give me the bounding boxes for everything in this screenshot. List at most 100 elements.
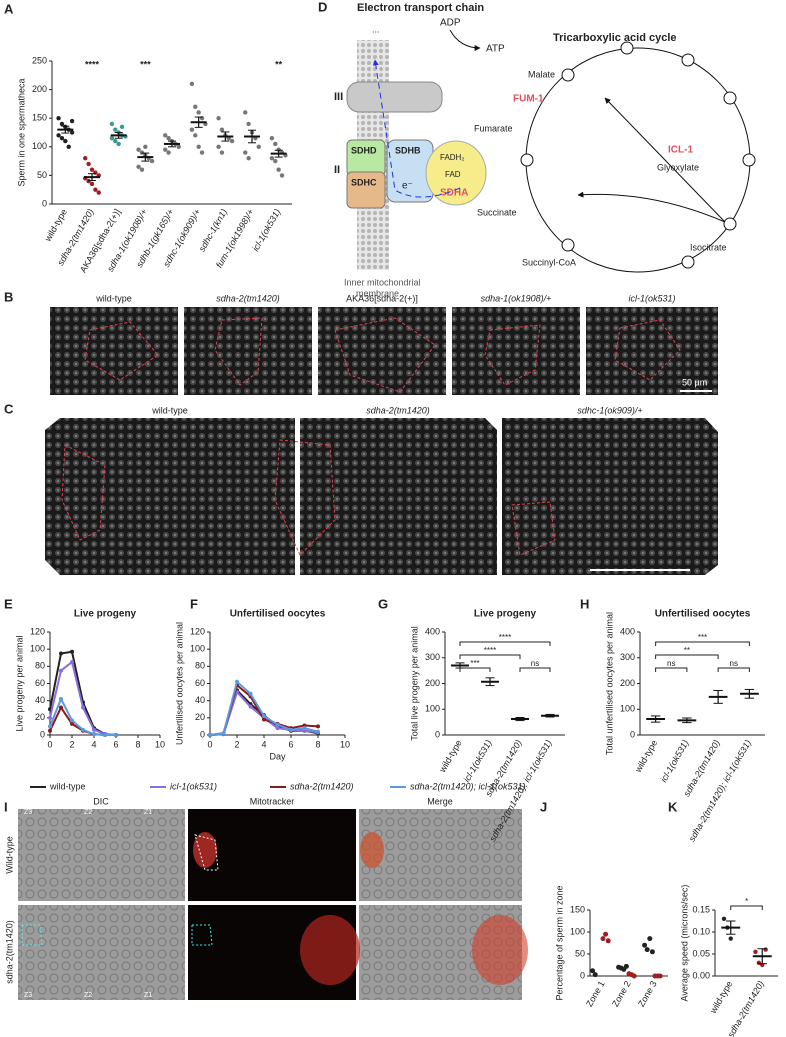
significance: **** — [85, 59, 100, 69]
point — [289, 727, 293, 732]
y-tick-label: 300 — [620, 652, 635, 662]
y-tick-label: 40 — [35, 695, 45, 705]
image-title: sdha-1(ok1908)/+ — [481, 293, 552, 303]
micrograph — [318, 307, 446, 395]
point — [119, 124, 125, 129]
point — [600, 936, 606, 942]
enzyme: ICL-1 — [668, 145, 693, 156]
y-tick-label: 0 — [200, 729, 205, 739]
point — [70, 660, 74, 665]
point — [246, 121, 251, 127]
point — [139, 167, 145, 172]
panel-i-images — [18, 809, 528, 1000]
point — [69, 130, 75, 135]
subunit: SDHA — [440, 188, 468, 199]
bracket — [717, 667, 750, 672]
y-tick-label: 120 — [30, 626, 45, 636]
point — [262, 717, 266, 722]
point — [116, 141, 121, 147]
legend-label: sdha-2(tm1420) — [290, 781, 354, 791]
y-tick-label: 0 — [435, 729, 440, 739]
x-tick-label: wild-type — [437, 738, 464, 775]
image-title: sdhc-1(ok909)/+ — [577, 405, 642, 415]
point — [163, 147, 168, 152]
panel-label: B — [4, 289, 13, 304]
x-tick-label: wild-type — [708, 979, 735, 1016]
arrow — [604, 97, 726, 223]
point — [86, 161, 91, 167]
point — [763, 947, 768, 952]
complex-label: III — [334, 91, 343, 103]
point — [59, 705, 63, 710]
scale-label: 50 µm — [682, 377, 707, 387]
point — [644, 947, 650, 953]
point — [275, 726, 280, 731]
point — [229, 138, 235, 144]
point — [221, 731, 226, 736]
image-title: DIC — [93, 796, 109, 806]
bracket — [730, 905, 763, 910]
metabolite: Succinate — [477, 207, 517, 217]
tca-nodes — [520, 41, 756, 269]
point — [59, 136, 65, 141]
bracket — [655, 667, 688, 672]
bracket — [459, 641, 551, 646]
bracket — [519, 667, 551, 672]
point — [113, 138, 118, 144]
point — [248, 691, 253, 696]
image-title: icl-1(ok531) — [628, 293, 675, 303]
point — [631, 973, 637, 979]
y-tick-label: 100 — [190, 644, 205, 654]
point — [316, 724, 320, 729]
enzyme: FUM-1 — [513, 94, 544, 105]
image-title: sdha-2(tm1420) — [366, 405, 430, 415]
point — [93, 187, 98, 192]
point — [143, 144, 148, 149]
point — [642, 942, 648, 948]
point — [69, 118, 75, 124]
comparison-label: * — [745, 897, 748, 906]
point — [189, 81, 195, 87]
comparison-label: ** — [684, 646, 690, 655]
y-axis-title: Total unfertilised oocytes per animal — [604, 612, 614, 755]
x-tick-label: 0 — [207, 739, 212, 749]
membrane-label: membrane — [356, 288, 399, 298]
x-tick-label: 2 — [234, 739, 239, 749]
comparison-label: ns — [667, 659, 675, 668]
point — [59, 121, 65, 127]
arrow — [449, 29, 481, 51]
point — [199, 150, 205, 155]
point — [83, 156, 88, 161]
spermatheca-outline — [21, 924, 43, 946]
cofactor: FAD — [445, 170, 461, 179]
panel-label: C — [4, 401, 14, 416]
point — [647, 936, 653, 942]
y-tick-label: 100 — [30, 644, 45, 654]
spermatheca-outline — [61, 439, 556, 556]
point — [657, 973, 663, 979]
point — [276, 167, 281, 172]
point — [592, 972, 598, 978]
point — [48, 715, 52, 720]
point — [269, 136, 275, 141]
line — [49, 650, 117, 736]
panel-label: J — [540, 799, 547, 814]
y-axis-title: Unfertilised oocytes per animal — [174, 622, 184, 745]
metabolite: Fumarate — [474, 123, 513, 133]
y-tick-label: 0 — [630, 729, 635, 739]
comparison-label: **** — [499, 633, 511, 642]
mitotracker-signal — [472, 915, 528, 985]
zone-label: Z3 — [24, 809, 32, 816]
y-axis-title: Average speed (microns/sec) — [679, 885, 689, 1002]
y-axis-title: Total live progeny per animal — [409, 626, 419, 741]
point — [721, 916, 727, 921]
membrane-label: Inner mitochondrial — [344, 277, 421, 287]
sdha — [425, 140, 487, 206]
comparison-label: *** — [470, 659, 479, 668]
mitotracker-signal — [360, 832, 384, 868]
comparison-label: ns — [531, 659, 539, 668]
y-tick-label: 0 — [40, 729, 45, 739]
point — [92, 732, 96, 737]
point — [275, 722, 280, 727]
micrograph — [45, 418, 295, 575]
